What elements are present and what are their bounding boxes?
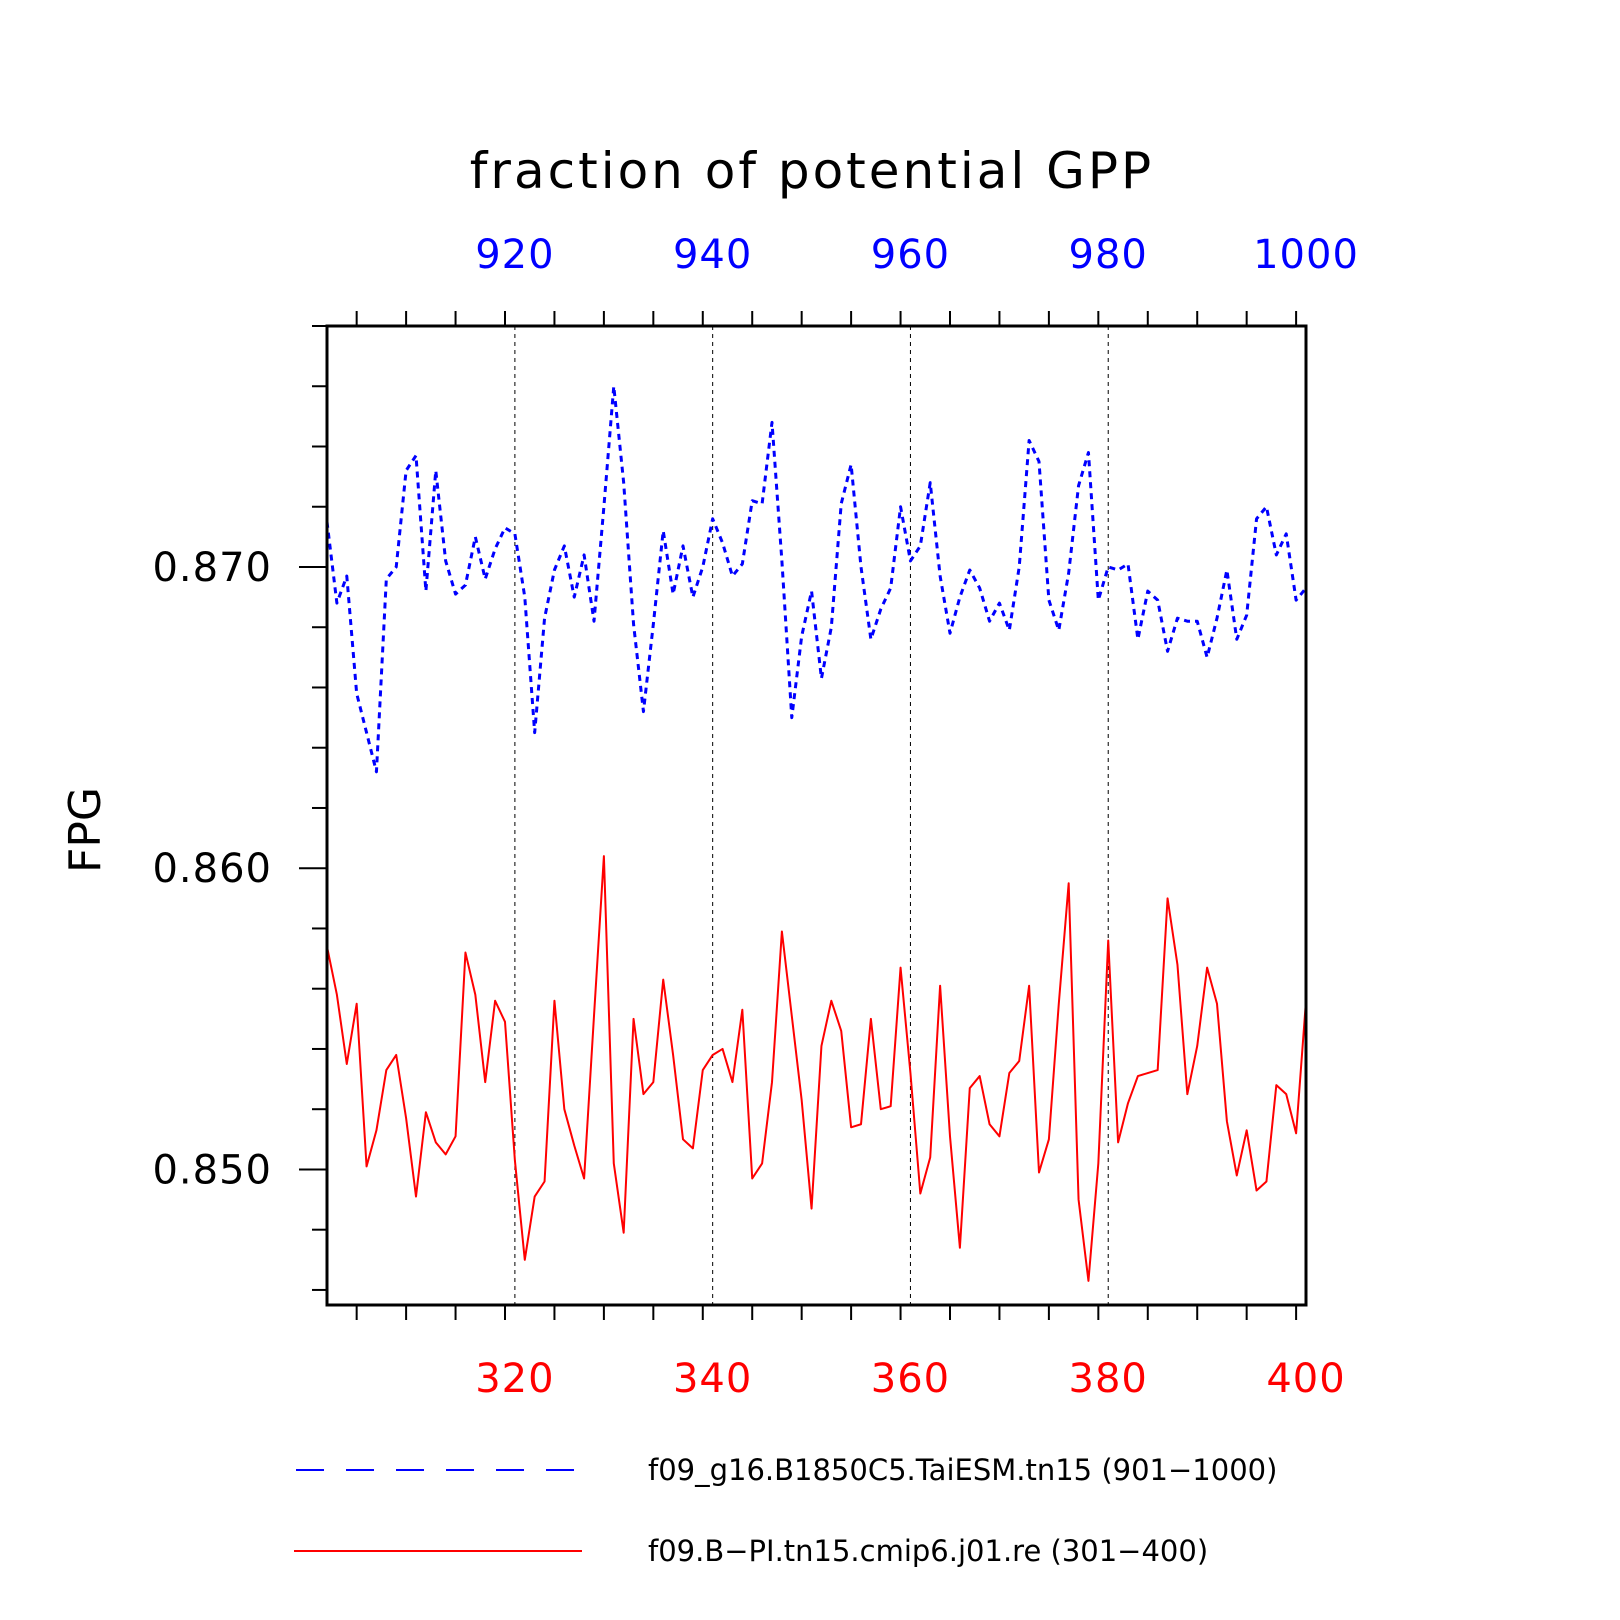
top-x-tick-label: 920 [475, 232, 554, 278]
y-tick-label: 0.860 [152, 846, 272, 892]
bottom-x-tick-label: 400 [1266, 1356, 1345, 1402]
bottom-x-tick-label: 380 [1069, 1356, 1148, 1402]
y-tick-label: 0.850 [152, 1147, 272, 1193]
y-tick-label: 0.870 [152, 545, 272, 591]
top-x-tick-label: 940 [673, 232, 752, 278]
bottom-x-tick-label: 360 [871, 1356, 950, 1402]
axes: 0.850 0.860 0.870 920 940 960 980 1000 320 340 360… [152, 232, 1359, 1402]
y-axis-label: FPG [60, 787, 111, 873]
legend-label-taiesm: f09_g16.B1850C5.TaiESM.tn15 (901−1000) [648, 1453, 1277, 1487]
top-x-tick-label: 1000 [1253, 232, 1359, 278]
top-x-tick-label: 980 [1069, 232, 1148, 278]
bottom-x-tick-label: 320 [475, 1356, 554, 1402]
x-gridlines [514, 326, 1109, 1305]
legend-label-cmip6: f09.B−PI.tn15.cmip6.j01.re (301−400) [648, 1534, 1208, 1568]
legend: f09_g16.B1850C5.TaiESM.tn15 (901−1000) f… [294, 1453, 1277, 1568]
bottom-x-tick-label: 340 [673, 1356, 752, 1402]
plot-frame [325, 324, 1308, 1307]
series-lines [325, 384, 1308, 1282]
series-line-cmip6 [326, 855, 1307, 1282]
top-x-tick-label: 960 [871, 232, 950, 278]
series-line-taiesm [325, 384, 1308, 774]
chart-title: fraction of potential GPP [470, 142, 1154, 200]
